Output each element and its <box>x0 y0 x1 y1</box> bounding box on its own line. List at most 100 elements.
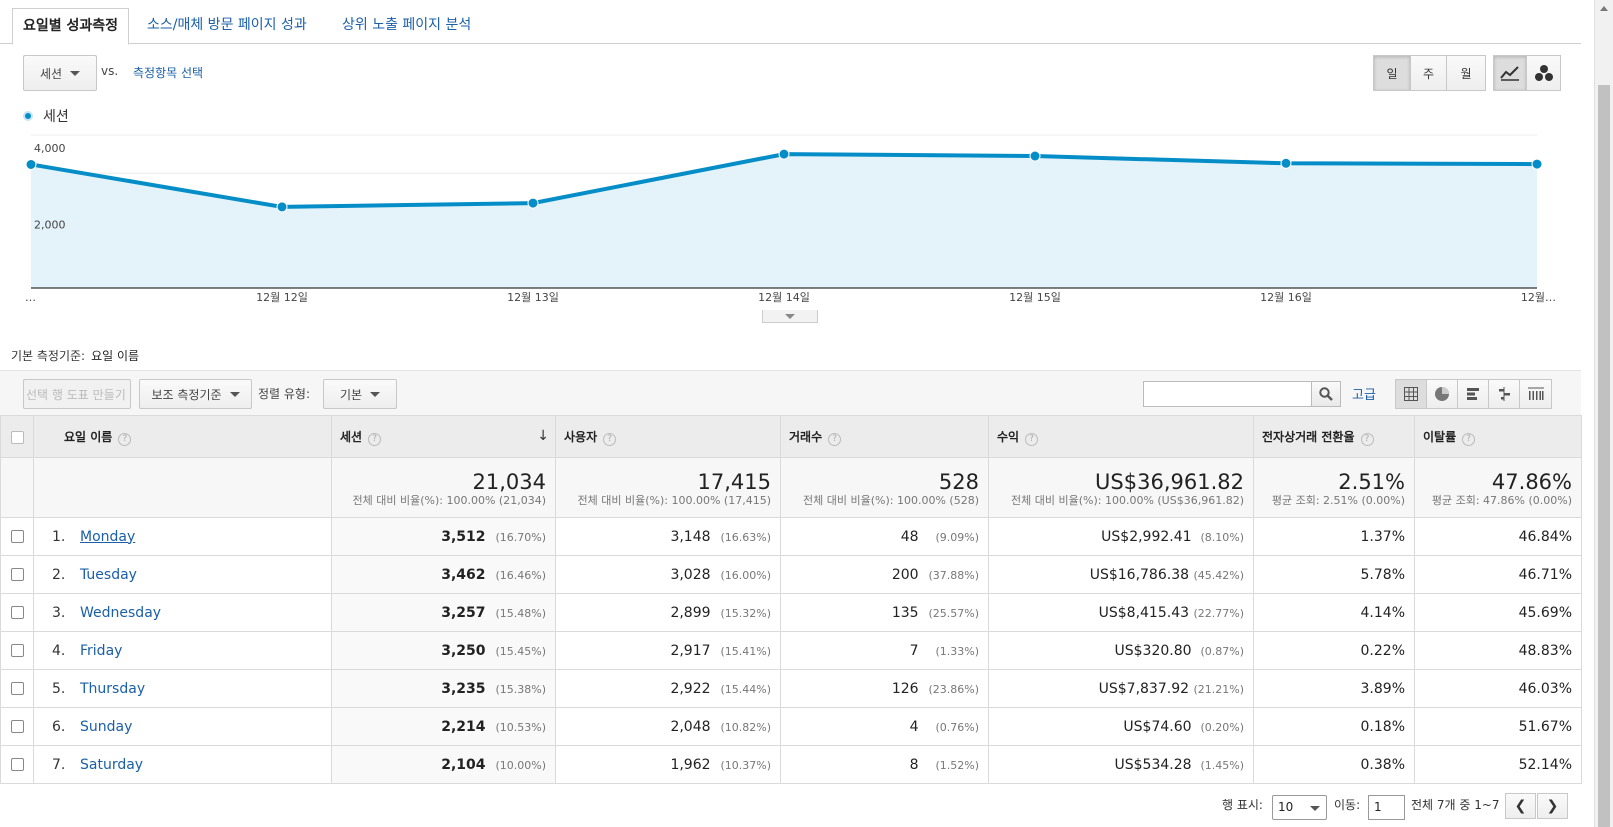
checkbox-box <box>10 644 24 657</box>
row-tx-value: 8 <box>909 756 919 773</box>
row-tx-value: 135 <box>891 604 919 621</box>
row-sessions-pct: (10.00%) <box>495 758 546 772</box>
plot-rows-button[interactable]: 선택 행 도표 만들기 <box>23 379 131 409</box>
row-tx-value: 48 <box>900 528 919 545</box>
row-checkbox[interactable] <box>0 593 34 632</box>
pie-view-icon[interactable] <box>1427 380 1458 408</box>
row-checkbox[interactable] <box>0 555 34 594</box>
chevron-down-icon <box>1310 806 1320 811</box>
prev-page-button[interactable]: ❮ <box>1505 793 1536 819</box>
row-sessions-pct: (15.48%) <box>495 606 546 620</box>
header-revenue-label: 수익 <box>997 429 1020 444</box>
total-bounce: 47.86% 평균 조회: 47.86% (0.00%) <box>1414 457 1582 518</box>
goto-page-input[interactable]: 1 <box>1368 795 1405 820</box>
row-day-link[interactable]: Saturday <box>80 756 144 773</box>
scroll-up-icon[interactable] <box>1600 6 1608 11</box>
chevron-down-icon <box>785 313 795 319</box>
row-transactions: 7 (1.33%) <box>780 631 989 670</box>
line-chart-icon[interactable] <box>1494 56 1527 90</box>
next-page-button[interactable]: ❯ <box>1537 793 1568 819</box>
y-tick-label: 4,000 <box>34 142 66 155</box>
row-checkbox[interactable] <box>0 669 34 708</box>
row-day-link[interactable]: Tuesday <box>80 566 137 583</box>
compare-metric-link[interactable]: 측정항목 선택 <box>133 66 204 80</box>
header-day-name[interactable]: 요일 이름? <box>33 415 332 458</box>
total-transactions-sub: 전체 대비 비율(%): 100.00% (528) <box>803 494 979 507</box>
row-checkbox[interactable] <box>0 707 34 746</box>
metric-select[interactable]: 세션 <box>23 55 97 91</box>
row-name-cell: 7. Saturday <box>33 745 332 784</box>
comparison-view-icon[interactable] <box>1489 380 1520 408</box>
row-revenue: US$74.60 (0.20%) <box>988 707 1254 746</box>
search-icon[interactable] <box>1311 381 1341 407</box>
header-revenue[interactable]: 수익? <box>988 415 1254 458</box>
row-checkbox[interactable] <box>0 745 34 784</box>
row-name-cell: 2. Tuesday <box>33 555 332 594</box>
tab-source-medium-landing[interactable]: 소스/매체 방문 페이지 성과 <box>147 17 307 33</box>
sort-type-select[interactable]: 기본 <box>323 379 397 409</box>
tab-top-pages[interactable]: 상위 노출 페이지 분석 <box>342 17 472 33</box>
row-transactions: 4 (0.76%) <box>780 707 989 746</box>
row-index: 5. <box>52 680 66 697</box>
header-sessions[interactable]: 세션? ↓ <box>331 415 556 458</box>
chart-type-toggle <box>1493 55 1561 91</box>
period-week-button[interactable]: 주 <box>1411 56 1447 90</box>
table-view-icon[interactable] <box>1396 380 1427 408</box>
secondary-dimension-select[interactable]: 보조 측정기준 <box>139 379 252 409</box>
row-rev-value: US$16,786.38 <box>1089 566 1190 583</box>
row-tx-pct: (9.09%) <box>935 530 979 544</box>
period-month-button[interactable]: 월 <box>1460 66 1472 81</box>
chevron-down-icon <box>229 391 240 397</box>
pivot-view-icon[interactable] <box>1520 380 1551 408</box>
total-conversion: 2.51% 평균 조회: 2.51% (0.00%) <box>1253 457 1415 518</box>
period-toggle: 일 주 월 <box>1373 55 1486 91</box>
totals-empty-cell <box>33 457 332 518</box>
total-sessions: 21,034 전체 대비 비율(%): 100.00% (21,034) <box>331 457 556 518</box>
table-row: 4. Friday 3,250 (15.45%) 2,917 (15.41%) 7… <box>0 631 1582 670</box>
row-bounce: 45.69% <box>1414 593 1582 632</box>
total-sessions-sub: 전체 대비 비율(%): 100.00% (21,034) <box>352 494 546 507</box>
x-tick-label: 12월 16일 <box>1260 290 1312 304</box>
primary-dimension-value: 요일 이름 <box>91 349 140 363</box>
row-day-link[interactable]: Thursday <box>80 680 146 697</box>
header-users[interactable]: 사용자? <box>555 415 781 458</box>
table-row: 3. Wednesday 3,257 (15.48%) 2,899 (15.32%… <box>0 593 1582 632</box>
row-day-link[interactable]: Monday <box>80 528 136 545</box>
row-revenue: US$320.80 (0.87%) <box>988 631 1254 670</box>
select-all-checkbox[interactable] <box>0 415 34 458</box>
data-point <box>276 201 288 213</box>
row-rev-pct: (0.87%) <box>1200 644 1244 658</box>
chart-collapse-handle[interactable] <box>762 310 818 323</box>
header-conversion[interactable]: 전자상거래 전환율? <box>1253 415 1415 458</box>
checkbox-box <box>10 720 24 733</box>
period-day-button[interactable]: 일 <box>1374 56 1411 90</box>
help-icon[interactable]: ? <box>1025 432 1039 446</box>
header-bounce[interactable]: 이탈률? <box>1414 415 1582 458</box>
motion-chart-icon[interactable] <box>1527 56 1560 90</box>
advanced-filter-link[interactable]: 고급 <box>1352 388 1376 403</box>
row-day-link[interactable]: Wednesday <box>80 604 162 621</box>
row-checkbox[interactable] <box>0 631 34 670</box>
row-checkbox[interactable] <box>0 517 34 556</box>
row-day-link[interactable]: Friday <box>80 642 123 659</box>
row-sessions: 3,512 (16.70%) <box>331 517 556 556</box>
bar-view-icon[interactable] <box>1458 380 1489 408</box>
help-icon[interactable]: ? <box>1360 432 1374 446</box>
scroll-thumb[interactable] <box>1598 85 1610 827</box>
table-row: 1. Monday 3,512 (16.70%) 3,148 (16.63%) 4… <box>0 517 1582 556</box>
help-icon[interactable]: ? <box>368 432 382 446</box>
help-icon[interactable]: ? <box>828 432 842 446</box>
help-icon[interactable]: ? <box>603 432 617 446</box>
tab-day-performance[interactable]: 요일별 성과측정 <box>12 8 130 45</box>
row-users-value: 2,917 <box>670 642 711 659</box>
rows-per-page-select[interactable]: 10 <box>1272 795 1327 820</box>
row-tx-pct: (1.52%) <box>935 758 979 772</box>
row-day-link[interactable]: Sunday <box>80 718 133 735</box>
page-scrollbar[interactable] <box>1594 0 1613 827</box>
header-transactions[interactable]: 거래수? <box>780 415 989 458</box>
header-sessions-label: 세션 <box>340 429 363 444</box>
help-icon[interactable]: ? <box>1462 432 1476 446</box>
help-icon[interactable]: ? <box>118 432 132 446</box>
row-conversion: 4.14% <box>1253 593 1415 632</box>
row-rev-pct: (45.42%) <box>1193 568 1244 582</box>
